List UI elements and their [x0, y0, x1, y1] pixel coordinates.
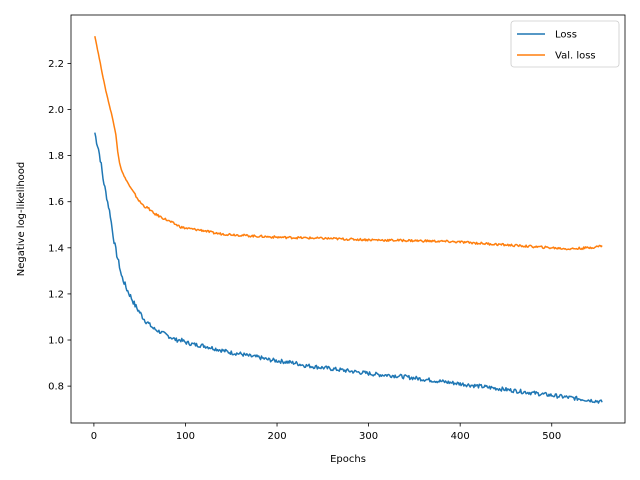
- x-tick-label: 400: [451, 431, 470, 442]
- x-tick-label: 300: [359, 431, 378, 442]
- series-layer: [94, 36, 603, 404]
- axes-frame: [70, 14, 626, 424]
- y-tick-label: 1.0: [48, 336, 64, 347]
- series-line-val-loss: [94, 36, 603, 251]
- x-axis-ticks: 0 100 200 300 400 500: [91, 423, 561, 442]
- y-tick-label: 1.6: [48, 197, 64, 208]
- legend: Loss Val. loss: [510, 20, 620, 68]
- y-tick-label: 2.0: [48, 105, 64, 116]
- legend-label-loss: Loss: [555, 30, 577, 41]
- y-tick-label: 0.8: [48, 382, 64, 393]
- y-tick-label: 1.8: [48, 151, 64, 162]
- y-axis-ticks: 0.8 1.0 1.2 1.4 1.6 1.8 2.0 2.2: [48, 59, 71, 393]
- series-line-loss: [94, 132, 603, 404]
- x-tick-label: 0: [91, 431, 97, 442]
- y-tick-label: 1.4: [48, 243, 64, 254]
- axes-layer: [70, 14, 626, 424]
- legend-label-val-loss: Val. loss: [555, 51, 596, 62]
- x-tick-label: 500: [542, 431, 561, 442]
- y-tick-label: 1.2: [48, 289, 64, 300]
- x-tick-label: 100: [176, 431, 195, 442]
- x-tick-label: 200: [267, 431, 286, 442]
- y-axis-label: Negative log-likelihood: [16, 162, 27, 277]
- x-axis-label: Epochs: [330, 454, 366, 465]
- y-tick-label: 2.2: [48, 59, 64, 70]
